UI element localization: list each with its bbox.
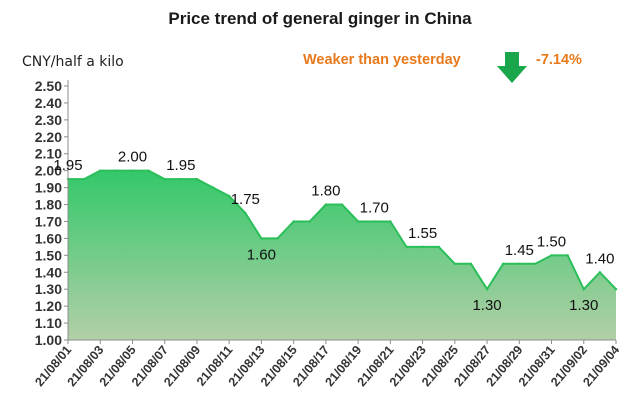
data-point bbox=[534, 262, 537, 265]
data-label: 2.00 bbox=[118, 149, 147, 166]
data-point bbox=[163, 177, 166, 181]
data-point bbox=[324, 203, 328, 206]
data-point bbox=[566, 254, 569, 257]
y-tick-label: 1.10 bbox=[35, 315, 62, 331]
data-point bbox=[485, 288, 489, 291]
chart-title: Price trend of general ginger in China bbox=[168, 9, 472, 28]
data-point bbox=[340, 203, 344, 206]
data-point bbox=[195, 177, 199, 181]
data-point bbox=[99, 169, 102, 172]
y-tick-label: 1.30 bbox=[35, 281, 62, 297]
data-label: 1.95 bbox=[166, 157, 195, 174]
y-tick-label: 2.00 bbox=[35, 163, 62, 179]
data-label: 1.80 bbox=[311, 183, 340, 200]
data-point bbox=[469, 262, 473, 265]
data-label: 1.70 bbox=[360, 199, 389, 216]
data-point bbox=[227, 194, 231, 198]
price-area bbox=[68, 170, 616, 340]
data-point bbox=[308, 220, 311, 223]
data-label: 1.50 bbox=[537, 233, 566, 250]
data-point bbox=[356, 220, 360, 223]
y-tick-label: 1.90 bbox=[35, 180, 62, 196]
change-value: -7.14% bbox=[536, 52, 582, 68]
data-point bbox=[389, 220, 392, 223]
data-point bbox=[421, 245, 424, 249]
data-label: 1.75 bbox=[231, 191, 260, 208]
data-label: 1.55 bbox=[408, 225, 437, 242]
data-point bbox=[211, 186, 215, 189]
data-point bbox=[550, 254, 553, 257]
y-tick-label: 2.50 bbox=[35, 78, 62, 94]
y-tick-label: 1.80 bbox=[35, 197, 62, 213]
y-tick-label: 1.00 bbox=[35, 332, 62, 348]
data-label: 1.30 bbox=[472, 297, 501, 314]
data-point bbox=[244, 211, 247, 215]
data-point bbox=[179, 177, 183, 181]
data-point bbox=[131, 169, 134, 172]
data-point bbox=[453, 262, 457, 265]
data-point bbox=[518, 262, 521, 265]
y-tick-label: 2.20 bbox=[35, 129, 62, 145]
y-tick-label: 2.30 bbox=[35, 112, 62, 128]
data-point bbox=[614, 288, 618, 291]
data-point bbox=[405, 245, 408, 249]
change-label: Weaker than yesterday bbox=[303, 52, 461, 68]
data-label: 1.40 bbox=[585, 250, 614, 267]
data-label: 1.45 bbox=[505, 242, 534, 259]
data-label: 1.60 bbox=[247, 246, 276, 263]
data-label: 1.95 bbox=[53, 157, 82, 174]
y-tick-label: 1.70 bbox=[35, 213, 62, 229]
y-axis-unit-label: CNY/half a kilo bbox=[22, 54, 124, 70]
data-point bbox=[582, 288, 585, 291]
data-point bbox=[276, 237, 279, 240]
y-tick-label: 1.20 bbox=[35, 298, 62, 314]
y-tick-label: 2.10 bbox=[35, 146, 62, 162]
data-point bbox=[82, 177, 86, 181]
data-point bbox=[598, 271, 602, 274]
data-point bbox=[260, 237, 263, 240]
data-point bbox=[501, 262, 505, 265]
data-point bbox=[373, 220, 376, 223]
data-label: 1.30 bbox=[569, 297, 598, 314]
data-point bbox=[437, 245, 440, 249]
y-tick-label: 1.60 bbox=[35, 230, 62, 246]
y-tick-label: 2.40 bbox=[35, 95, 62, 111]
y-tick-label: 1.40 bbox=[35, 264, 62, 280]
data-point bbox=[147, 169, 150, 172]
y-tick-label: 1.50 bbox=[35, 247, 62, 263]
data-point bbox=[292, 220, 295, 223]
data-point bbox=[115, 169, 118, 172]
down-arrow-icon bbox=[496, 52, 528, 89]
